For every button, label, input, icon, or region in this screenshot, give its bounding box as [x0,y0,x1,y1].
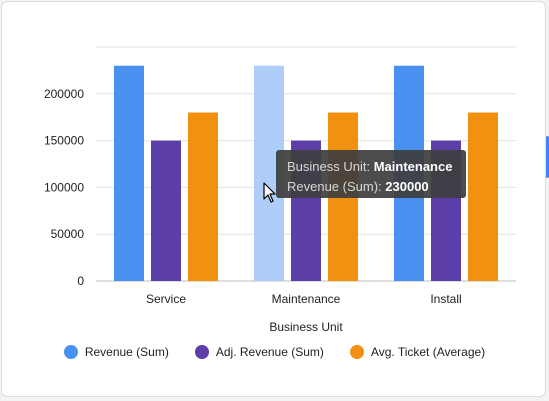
y-tick-label: 50000 [51,227,85,241]
x-tick-label: Maintenance [272,292,341,306]
legend-swatch [349,345,364,359]
chart-tooltip: Business Unit: Maintenance Revenue (Sum)… [276,150,466,198]
x-axis-ticks: Service Maintenance Install [146,292,462,306]
legend-item[interactable]: Adj. Revenue (Sum) [194,345,324,359]
legend-item[interactable]: Avg. Ticket (Average) [349,345,486,359]
chart-legend: Revenue (Sum) Adj. Revenue (Sum) Avg. Tick… [0,340,549,364]
tooltip-unit-label: Business Unit: [287,159,371,174]
x-tick-label: Install [430,292,461,306]
tooltip-unit-value: Maintenance [373,159,453,174]
legend-swatch [63,345,78,359]
legend-label: Revenue (Sum) [84,345,169,359]
legend-item[interactable]: Revenue (Sum) [63,345,169,359]
tooltip-measure-label: Revenue (Sum): [287,179,382,194]
legend-swatch [194,345,209,359]
legend-label: Avg. Ticket (Average) [370,345,486,359]
y-tick-label: 100000 [44,180,84,194]
y-tick-label: 0 [77,274,84,288]
y-tick-label: 200000 [44,87,84,101]
bar [114,65,144,281]
x-tick-label: Service [146,292,186,306]
tooltip-measure-value: 230000 [385,179,429,194]
legend-label: Adj. Revenue (Sum) [215,345,324,359]
adjacent-panel-edge [546,136,549,178]
bar [151,140,181,281]
x-axis-title: Business Unit [269,320,343,334]
y-axis-ticks: 0 50000 100000 150000 200000 [44,87,84,288]
mouse-pointer-icon [263,182,276,203]
bar [188,112,218,282]
bar [468,112,498,282]
y-tick-label: 150000 [44,134,84,148]
